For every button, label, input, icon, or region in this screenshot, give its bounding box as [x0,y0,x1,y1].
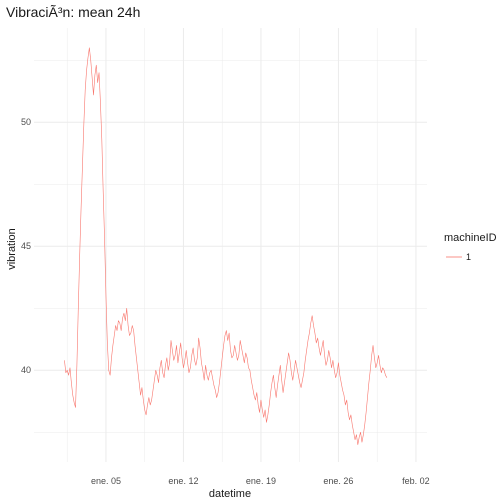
x-axis-ticks: ene. 05 ene. 12 ene. 19 ene. 26 feb. 02 [91,476,430,486]
y-tick-label: 45 [21,241,31,251]
y-tick-label: 40 [21,365,31,375]
y-axis-ticks: 40 45 50 [21,117,31,375]
series-line-1 [64,47,388,445]
chart-title: VibraciÃ³n: mean 24h [6,4,140,20]
y-tick-label: 50 [21,117,31,127]
legend: machineID 1 [444,232,497,262]
plot-grid [34,28,427,462]
legend-entry-label: 1 [466,252,471,262]
legend-title: machineID [444,232,497,244]
x-tick-label: ene. 05 [91,476,121,486]
x-tick-label: ene. 26 [323,476,353,486]
y-axis-title: vibration [6,228,18,270]
series-layer [64,47,388,445]
x-axis-title: datetime [209,488,251,500]
x-tick-label: feb. 02 [402,476,430,486]
x-tick-label: ene. 19 [246,476,276,486]
x-tick-label: ene. 12 [168,476,198,486]
